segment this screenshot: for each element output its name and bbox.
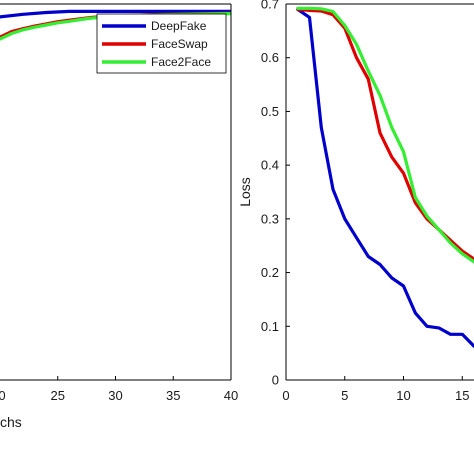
- legend-box: [96, 13, 227, 74]
- accuracy-plot-panel: 25 30 35 40 0 chs DeepFake FaceSwap Face2Fa…: [0, 3, 238, 430]
- legend-label-face2face: Face2Face: [151, 55, 211, 69]
- right-series-line-deepfake: [296, 7, 474, 348]
- left-x-tick-label: 25: [51, 388, 65, 403]
- right-x-tick-label: 15: [455, 388, 469, 403]
- right-y-tick-label: 0.1: [261, 319, 279, 334]
- right-y-tick-label: 0.2: [261, 265, 279, 280]
- legend-label-deepfake: DeepFake: [151, 19, 207, 33]
- right-x-tick-label: 10: [396, 388, 410, 403]
- right-y-tick-label: 0.7: [261, 0, 279, 12]
- left-x-tick-label: 30: [108, 388, 122, 403]
- right-y-tick-label: 0.4: [261, 158, 279, 173]
- right-y-tick-label: 0: [272, 373, 279, 388]
- right-y-tick-label: 0.3: [261, 211, 279, 226]
- right-y-tick-label: 0.6: [261, 50, 279, 65]
- right-x-tick-label: 5: [341, 388, 348, 403]
- left-x-tick-partial: 0: [0, 388, 6, 403]
- right-series-line-face2face: [296, 6, 474, 264]
- legend-label-faceswap: FaceSwap: [151, 37, 208, 51]
- loss-plot-panel: 0 5 10 15 0 0.1 0.2 0.3 0.4 0.5 0.6 0.7 Loss: [237, 0, 474, 403]
- right-x-tick-label: 0: [282, 388, 289, 403]
- right-y-axis-label: Loss: [237, 177, 253, 207]
- legend: DeepFake FaceSwap Face2Face: [96, 13, 227, 74]
- left-series-line-deepfake: [0, 9, 231, 19]
- right-series-line-faceswap: [296, 7, 474, 261]
- left-x-axis-label-partial: chs: [0, 414, 22, 430]
- left-x-tick-label: 40: [224, 388, 238, 403]
- right-y-tick-label: 0.5: [261, 104, 279, 119]
- left-x-tick-label: 35: [166, 388, 180, 403]
